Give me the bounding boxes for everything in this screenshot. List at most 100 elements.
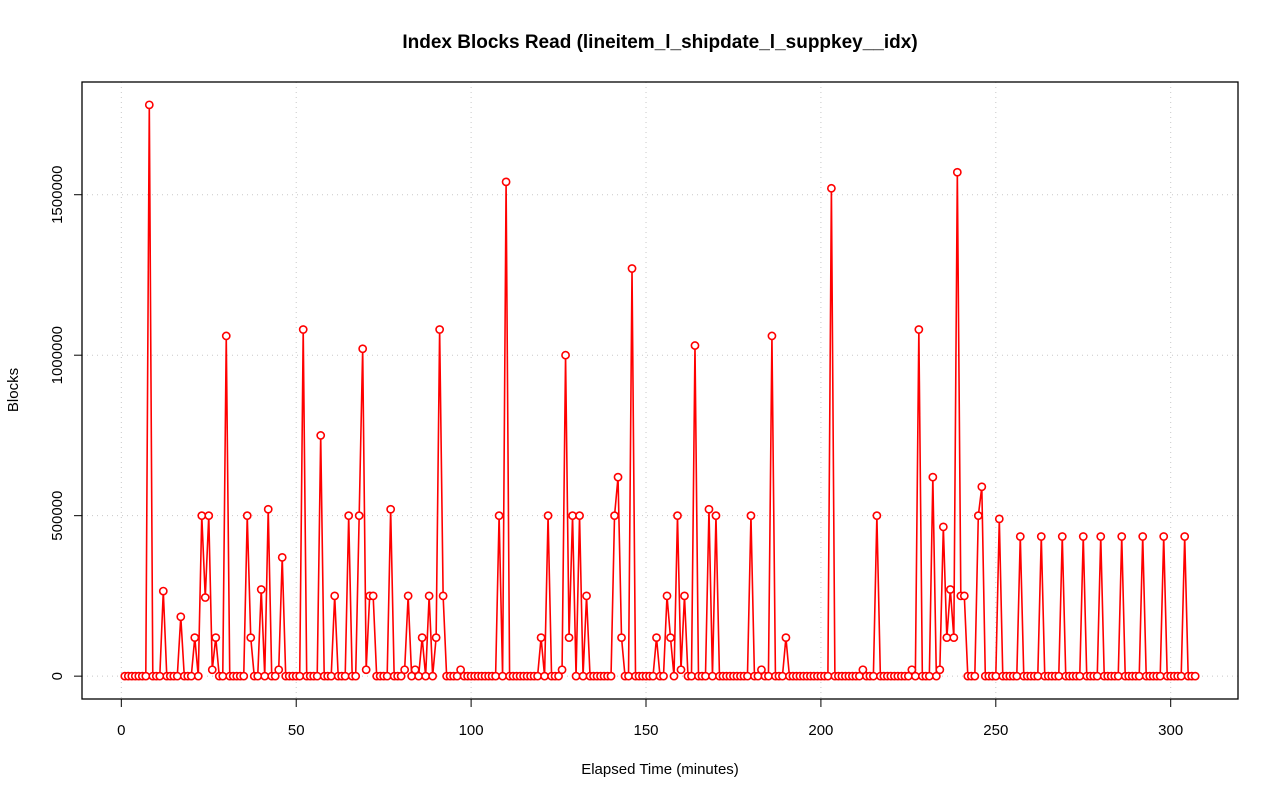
data-point (403, 591, 413, 601)
data-point (491, 671, 500, 681)
data-point (1096, 532, 1106, 541)
data-point (193, 671, 203, 681)
data-point (312, 671, 322, 681)
y-tick-label: 1000000 (49, 326, 66, 384)
data-point (767, 331, 777, 341)
x-tick-label: 100 (459, 722, 484, 739)
data-point (858, 665, 868, 675)
data-point (1113, 671, 1123, 681)
data-point (242, 511, 252, 521)
data-point (970, 671, 980, 681)
data-point (1176, 671, 1186, 681)
y-axis-label: Blocks (5, 368, 22, 412)
data-point (708, 671, 717, 681)
plot-area (120, 100, 1200, 681)
data-point (1134, 671, 1144, 681)
data-point (928, 472, 938, 482)
data-point (330, 591, 340, 601)
data-point (568, 511, 577, 521)
data-point (253, 671, 263, 681)
y-tick-label: 1500000 (49, 166, 66, 224)
data-point (368, 591, 378, 601)
data-point (557, 665, 567, 675)
data-point (172, 671, 182, 681)
data-point (578, 671, 588, 681)
x-tick-label: 200 (808, 722, 833, 739)
data-point (662, 591, 672, 601)
data-point (256, 585, 266, 594)
data-point (561, 350, 570, 360)
data-point (1190, 671, 1200, 681)
data-point (704, 504, 714, 514)
data-point (246, 633, 256, 643)
data-point (543, 511, 553, 521)
data-point (410, 665, 420, 675)
data-point (1159, 532, 1169, 541)
data-point (1057, 532, 1067, 541)
data-point (190, 633, 200, 643)
data-point (207, 665, 217, 675)
data-point (690, 341, 700, 350)
data-point (959, 591, 969, 601)
data-point (158, 586, 168, 596)
data-point (991, 671, 1001, 681)
data-point (435, 325, 445, 334)
data-point (554, 671, 563, 681)
data-point (1092, 671, 1102, 681)
data-point (687, 671, 696, 681)
data-point (200, 593, 210, 602)
data-point (1078, 532, 1088, 541)
x-axis-label: Elapsed Time (minutes) (581, 761, 739, 778)
data-point (197, 511, 207, 521)
data-point (176, 612, 186, 622)
data-point (141, 671, 151, 681)
data-point (564, 633, 574, 643)
data-point (204, 511, 214, 521)
data-point (298, 325, 308, 334)
data-point (613, 472, 623, 482)
data-point (438, 591, 448, 601)
data-point (575, 511, 584, 521)
data-point (277, 552, 287, 562)
data-point (351, 671, 361, 681)
data-point (501, 177, 511, 187)
data-point (778, 671, 787, 681)
data-point (582, 591, 591, 601)
data-point (274, 665, 284, 675)
data-point (417, 633, 427, 643)
data-point (994, 514, 1004, 524)
data-point (627, 264, 637, 273)
data-point (400, 665, 410, 675)
data-point (781, 633, 791, 643)
data-point (872, 511, 882, 521)
data-point (757, 665, 766, 675)
data-point (1075, 671, 1085, 681)
data-point (746, 511, 756, 521)
data-point (669, 671, 679, 681)
data-point (1015, 532, 1025, 541)
data-point (938, 522, 948, 532)
data-point (358, 344, 368, 354)
data-point (428, 671, 438, 681)
data-point (414, 671, 424, 681)
data-point (540, 671, 549, 681)
data-point (676, 665, 686, 675)
y-tick-label: 500000 (49, 491, 66, 541)
data-point (155, 671, 165, 681)
data-point (1012, 671, 1022, 681)
data-point (144, 100, 154, 110)
data-point (931, 671, 941, 681)
data-point (344, 511, 354, 521)
data-point (354, 511, 364, 521)
data-point (617, 633, 626, 643)
data-point (260, 671, 270, 681)
data-point (386, 504, 396, 514)
data-point (396, 671, 406, 681)
data-point (571, 671, 581, 681)
data-point (1155, 671, 1165, 681)
data-point (431, 633, 441, 643)
data-point (973, 511, 983, 521)
data-point (270, 671, 280, 681)
data-point (221, 331, 231, 341)
data-point (907, 665, 917, 675)
